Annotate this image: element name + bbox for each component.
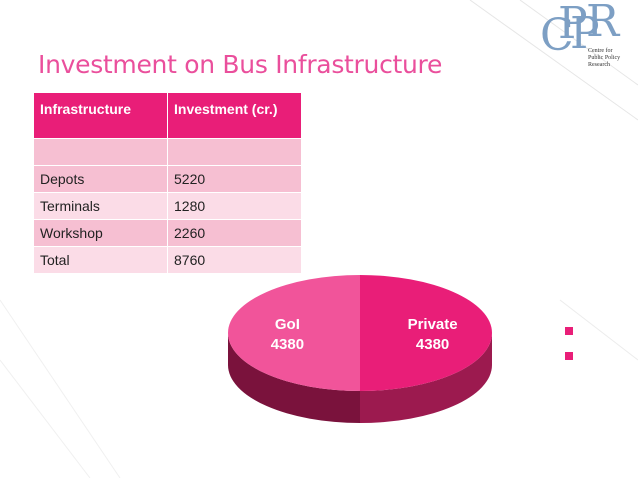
pie-label-private-value: 4380 xyxy=(416,336,449,353)
table-cell xyxy=(33,138,168,166)
pie-side-goi xyxy=(228,333,360,423)
table-header-row: Infrastructure Investment (cr.) xyxy=(33,92,302,139)
logo-letter: C xyxy=(540,10,574,61)
column-header-infrastructure: Infrastructure xyxy=(33,92,168,139)
table-row: Workshop 2260 xyxy=(33,219,302,247)
table-cell: 5220 xyxy=(167,165,302,193)
logo-letter: P xyxy=(570,8,600,59)
legend-marker-private xyxy=(565,327,573,335)
pie-label-private-name: Private xyxy=(408,316,458,333)
legend-marker-goi xyxy=(565,352,573,360)
table-cell xyxy=(167,138,302,166)
table-cell: 1280 xyxy=(167,192,302,220)
pie-label-goi-value: 4380 xyxy=(271,336,304,353)
pie-slice-private xyxy=(360,275,492,391)
pie-side-private xyxy=(360,333,492,423)
pie-slice-goi xyxy=(228,275,360,391)
logo-letter: R xyxy=(586,0,620,47)
table-row: Total 8760 xyxy=(33,246,302,274)
table-cell: 8760 xyxy=(167,246,302,274)
logo-subtitle: Centre for Public Policy Research xyxy=(588,48,638,69)
pie-label-goi-name: GoI xyxy=(275,316,300,333)
page-title: Investment on Bus Infrastructure xyxy=(38,50,443,79)
table-cell: Depots xyxy=(33,165,168,193)
column-header-investment: Investment (cr.) xyxy=(167,92,302,139)
cppr-logo: C P P R Centre for Public Policy Researc… xyxy=(540,0,638,69)
table-row xyxy=(33,138,302,166)
logo-letter: P xyxy=(558,0,588,49)
table-cell: 2260 xyxy=(167,219,302,247)
logo-subtitle-line2: Public Policy Research xyxy=(588,55,621,68)
table-row: Depots 5220 xyxy=(33,165,302,193)
table-cell: Total xyxy=(33,246,168,274)
table-row: Terminals 1280 xyxy=(33,192,302,220)
pie-chart: Private 4380 GoI 4380 xyxy=(228,275,492,423)
investment-table: Infrastructure Investment (cr.) Depots 5… xyxy=(33,92,302,274)
table-cell: Workshop xyxy=(33,219,168,247)
logo-subtitle-line1: Centre for xyxy=(588,48,613,54)
table-cell: Terminals xyxy=(33,192,168,220)
